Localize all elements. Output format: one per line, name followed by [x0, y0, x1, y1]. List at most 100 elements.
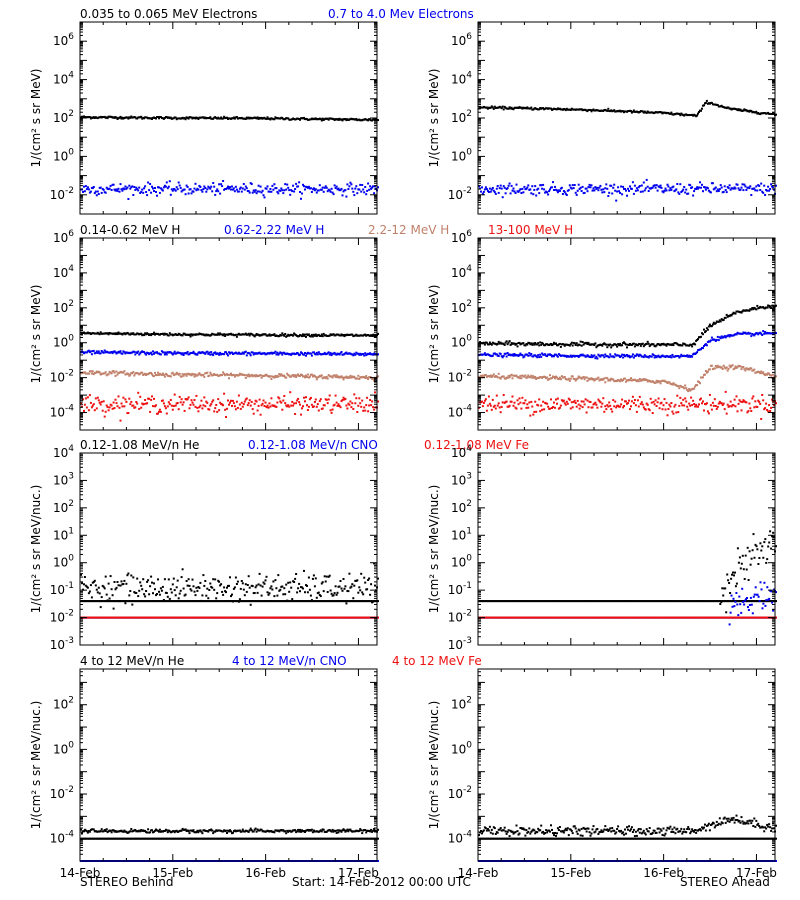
data-point	[131, 372, 134, 375]
data-point	[335, 185, 338, 188]
data-point	[708, 393, 711, 396]
data-point	[253, 402, 256, 405]
data-point	[210, 351, 213, 354]
data-point	[719, 320, 722, 323]
series-0-points	[478, 304, 777, 349]
data-point	[86, 186, 89, 189]
data-point	[184, 193, 187, 196]
data-point	[651, 412, 654, 414]
data-point	[508, 182, 511, 185]
data-point	[153, 331, 155, 334]
data-point	[326, 377, 329, 380]
data-point	[157, 116, 159, 118]
data-point	[110, 404, 113, 407]
data-point	[355, 333, 358, 336]
data-point	[363, 354, 366, 357]
data-point	[134, 188, 137, 191]
data-point	[704, 101, 707, 104]
data-point	[337, 118, 340, 121]
data-point	[283, 189, 286, 192]
data-point	[579, 340, 582, 343]
data-point	[297, 397, 300, 400]
data-point	[296, 399, 299, 402]
data-point	[177, 181, 180, 184]
data-point	[315, 378, 318, 381]
data-point	[154, 371, 156, 374]
data-point	[152, 350, 154, 353]
data-point	[586, 190, 589, 193]
data-point	[280, 373, 283, 376]
data-point	[182, 354, 185, 356]
data-point	[186, 398, 189, 401]
data-point	[170, 591, 173, 594]
data-point	[166, 595, 169, 598]
data-point	[519, 352, 522, 355]
data-point	[193, 399, 196, 401]
data-point	[149, 585, 152, 588]
data-point	[687, 408, 690, 411]
data-point	[613, 109, 616, 112]
data-point	[705, 344, 708, 347]
data-point	[581, 406, 584, 409]
data-point	[621, 193, 624, 196]
data-point	[303, 185, 305, 188]
series-1-points	[80, 349, 379, 357]
data-point	[762, 399, 765, 402]
data-point	[772, 186, 774, 189]
data-point	[352, 354, 355, 357]
data-point	[525, 406, 528, 409]
data-point	[691, 404, 694, 407]
data-point	[97, 399, 100, 402]
data-point	[99, 606, 102, 609]
data-point	[533, 410, 536, 413]
data-point	[241, 351, 244, 354]
data-point	[511, 189, 514, 192]
data-point	[153, 397, 155, 400]
data-point	[197, 373, 200, 376]
data-point	[488, 341, 491, 344]
data-point	[762, 330, 765, 333]
data-point	[775, 402, 777, 405]
data-point	[756, 189, 759, 192]
data-point	[266, 116, 269, 119]
data-point	[755, 308, 758, 311]
data-point	[695, 188, 698, 190]
data-point	[511, 377, 514, 380]
data-point	[91, 187, 94, 190]
data-point	[620, 403, 623, 406]
data-point	[202, 373, 205, 376]
data-point	[697, 187, 699, 190]
data-point	[595, 346, 598, 349]
data-point	[652, 400, 655, 403]
data-point	[122, 583, 125, 585]
data-point	[632, 342, 635, 345]
data-point	[504, 192, 507, 195]
data-point	[497, 355, 500, 357]
data-point	[619, 342, 622, 345]
data-point	[143, 593, 146, 596]
data-point	[710, 325, 713, 328]
data-point	[126, 600, 129, 603]
data-point	[124, 602, 127, 605]
data-point	[602, 397, 605, 400]
data-point	[341, 119, 344, 122]
data-point	[185, 184, 188, 187]
data-point	[108, 597, 111, 600]
data-point	[80, 573, 82, 576]
data-point	[561, 193, 564, 195]
data-point	[153, 190, 155, 192]
data-point	[675, 411, 678, 414]
data-point	[203, 584, 206, 587]
data-point	[362, 188, 365, 191]
data-point	[204, 405, 207, 408]
data-point	[237, 190, 240, 193]
data-point	[625, 400, 627, 403]
data-point	[196, 374, 199, 377]
data-point	[728, 184, 731, 187]
y-tick-label: 106	[53, 32, 74, 48]
data-point	[775, 375, 777, 378]
data-point	[245, 354, 248, 357]
legend-row1-red: 13-100 MeV H	[488, 223, 573, 237]
data-point	[198, 184, 201, 187]
